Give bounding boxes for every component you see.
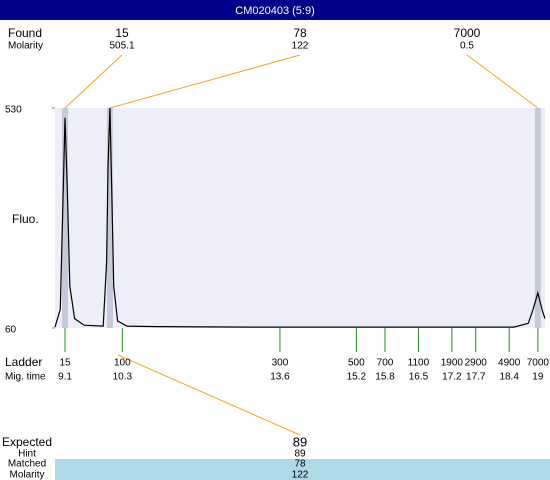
found-size: 7000	[454, 26, 481, 40]
found-connector	[109, 54, 301, 109]
chart-title: CM020403 (5:9)	[235, 5, 315, 17]
found-molarity: 0.5	[460, 41, 474, 52]
ladder-size: 7000	[527, 358, 550, 369]
ladder-size: 4900	[498, 358, 521, 369]
ladder-size: 15	[59, 358, 71, 369]
title-bar	[0, 0, 550, 20]
x-tick-label: 19	[532, 372, 544, 383]
found-peak-band	[62, 108, 69, 328]
found-molarity: 505.1	[109, 41, 134, 52]
ladder-size: 2900	[465, 358, 488, 369]
matched-highlight	[55, 459, 550, 480]
found-peak-band	[106, 108, 113, 328]
expected-molarity-label: Molarity	[9, 470, 44, 480]
found-size: 78	[293, 26, 307, 40]
x-tick-label: 18.4	[499, 372, 519, 383]
found-label: Found	[8, 26, 42, 40]
found-connector	[64, 54, 123, 109]
ladder-size: 700	[377, 358, 394, 369]
ladder-size: 1100	[408, 358, 430, 369]
ladder-size: 300	[272, 358, 289, 369]
x-tick-label: 17.2	[442, 372, 462, 383]
found-molarity: 122	[292, 41, 309, 52]
y-axis-label: Fluo.	[12, 212, 39, 226]
x-tick-label: 13.6	[270, 372, 290, 383]
x-axis-label: Mig. time	[5, 372, 46, 383]
x-tick-label: 17.7	[466, 372, 486, 383]
x-tick-label: 16.5	[409, 372, 429, 383]
expected-label: Expected	[2, 435, 52, 449]
x-tick-label: 9.1	[58, 372, 72, 383]
ladder-size: 500	[348, 358, 365, 369]
found-size: 15	[115, 26, 129, 40]
y-tick-label: 60	[5, 325, 17, 336]
expected-connector	[117, 354, 301, 436]
matched-value: 78	[294, 459, 306, 470]
x-tick-label: 10.3	[113, 372, 133, 383]
matched-label: Matched	[8, 459, 46, 470]
plot-area	[55, 108, 545, 328]
y-tick-label: 530	[5, 105, 22, 116]
ladder-size: 1900	[441, 358, 464, 369]
x-tick-label: 15.2	[347, 372, 367, 383]
x-tick-label: 15.8	[375, 372, 395, 383]
ladder-size: 100	[114, 358, 131, 369]
ladder-label: Ladder	[5, 355, 42, 369]
expected-value: 89	[293, 434, 307, 449]
found-peak-band	[534, 108, 541, 328]
expected-molarity-value: 122	[292, 470, 309, 480]
found-molarity-label: Molarity	[8, 41, 43, 52]
hint-value: 89	[294, 449, 306, 460]
trace	[54, 107, 546, 328]
hint-label: Hint	[18, 449, 36, 460]
found-connector	[466, 54, 539, 109]
